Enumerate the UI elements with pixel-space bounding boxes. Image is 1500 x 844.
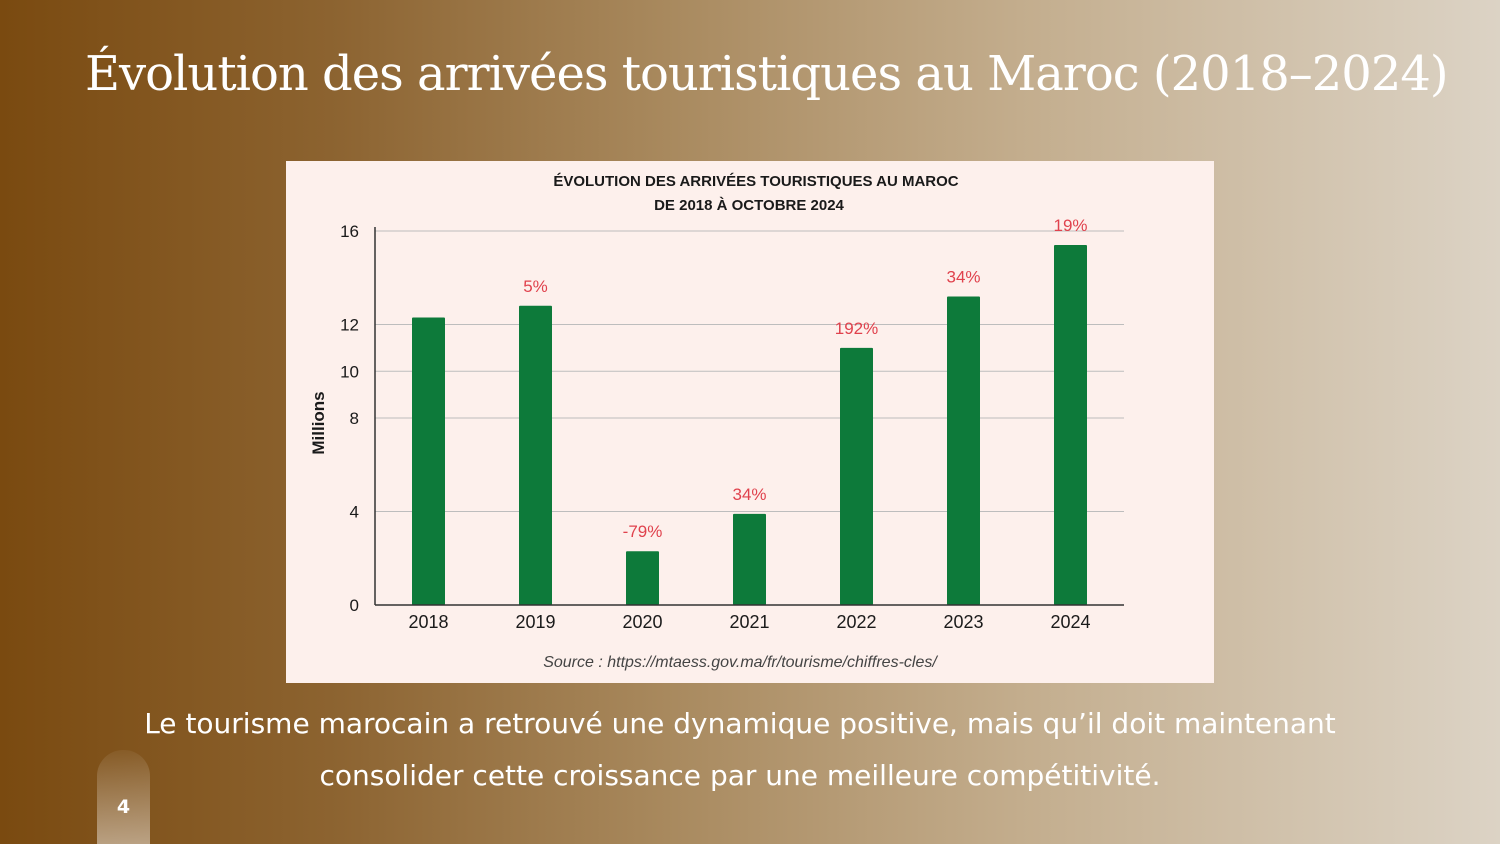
x-tick-label: 2019 xyxy=(515,612,555,632)
chart-title-line2: DE 2018 À OCTOBRE 2024 xyxy=(654,197,844,214)
data-label: 34% xyxy=(946,267,980,286)
data-label: 19% xyxy=(1053,216,1087,235)
y-tick-label: 0 xyxy=(350,596,359,615)
bar-chart: ÉVOLUTION DES ARRIVÉES TOURISTIQUES AU M… xyxy=(309,173,1124,671)
bars xyxy=(412,245,1087,605)
bar xyxy=(733,513,766,605)
bar xyxy=(626,551,659,605)
bar xyxy=(1054,245,1087,605)
x-tick-label: 2024 xyxy=(1050,612,1090,632)
chart-source: Source : https://mtaess.gov.ma/fr/touris… xyxy=(543,654,938,671)
x-tick-label: 2020 xyxy=(622,612,662,632)
y-tick-label: 12 xyxy=(340,316,359,335)
page-number-tab: 4 xyxy=(97,750,150,844)
x-tick-label: 2023 xyxy=(943,612,983,632)
chart-card: ÉVOLUTION DES ARRIVÉES TOURISTIQUES AU M… xyxy=(286,161,1214,683)
y-tick-label: 16 xyxy=(340,222,359,241)
grid-lines xyxy=(375,230,1124,512)
data-label: -79% xyxy=(623,522,663,541)
page-number: 4 xyxy=(116,796,131,818)
y-tick-label: 8 xyxy=(350,409,359,428)
x-tick-label: 2018 xyxy=(408,612,448,632)
bar xyxy=(840,347,873,605)
slide-caption: Le tourisme marocain a retrouvé une dyna… xyxy=(144,707,1336,792)
data-label: 192% xyxy=(835,319,878,338)
axes: 0 4 8 10 12 16 2018 2019 2020 2021 2022 2023 2024 xyxy=(340,222,1124,632)
y-tick-label: 10 xyxy=(340,362,359,381)
x-tick-label: 2021 xyxy=(729,612,769,632)
chart-title-line1: ÉVOLUTION DES ARRIVÉES TOURISTIQUES AU M… xyxy=(553,173,958,190)
bar xyxy=(519,305,552,605)
slide-title: Évolution des arrivées touristiques au M… xyxy=(85,46,1449,102)
bar xyxy=(947,296,980,605)
data-labels: 5% -79% 34% 192% 34% 19% xyxy=(523,216,1087,541)
data-label: 34% xyxy=(732,485,766,504)
data-label: 5% xyxy=(523,277,548,296)
y-tick-label: 4 xyxy=(350,503,359,522)
bar xyxy=(412,317,445,605)
x-tick-label: 2022 xyxy=(836,612,876,632)
y-axis-label: Millions xyxy=(309,391,328,454)
